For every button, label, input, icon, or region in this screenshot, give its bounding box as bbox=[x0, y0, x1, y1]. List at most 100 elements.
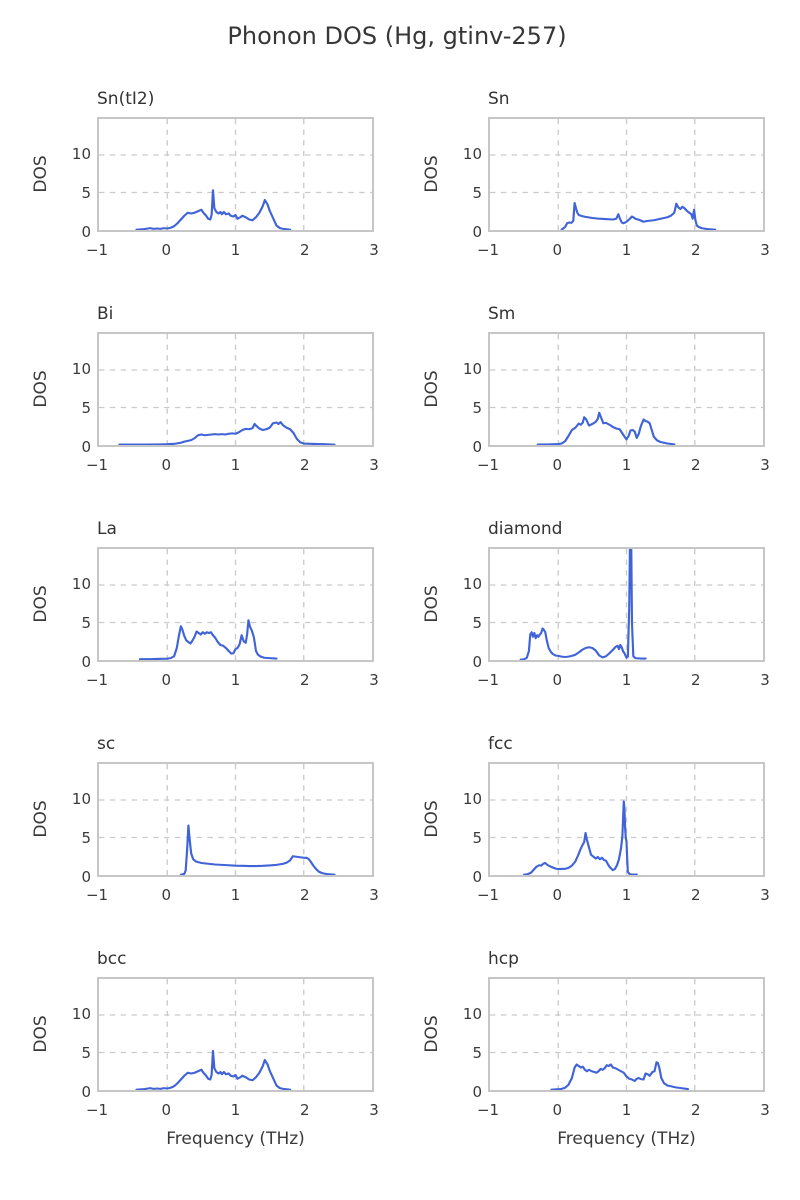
plot-area bbox=[488, 547, 765, 662]
x-tick-label: 2 bbox=[690, 456, 701, 474]
dos-curve bbox=[135, 189, 292, 230]
x-tick-label: −1 bbox=[85, 456, 109, 474]
dos-curve bbox=[138, 619, 278, 660]
plot-area bbox=[97, 977, 374, 1092]
y-tick-label: 5 bbox=[472, 614, 482, 633]
dos-curve bbox=[179, 824, 336, 875]
y-tick-label: 0 bbox=[81, 223, 91, 241]
y-tick-label: 10 bbox=[462, 575, 482, 594]
y-axis-label: DOS bbox=[31, 1015, 51, 1053]
x-tick-label: 1 bbox=[230, 241, 241, 259]
y-axis-label: DOS bbox=[422, 155, 442, 193]
x-tick-label: 1 bbox=[621, 886, 632, 904]
x-tick-label: −1 bbox=[476, 456, 500, 474]
x-tick-label: 0 bbox=[161, 671, 172, 689]
plot-area bbox=[488, 117, 765, 232]
x-tick-label: 3 bbox=[369, 671, 379, 689]
y-tick-label: 5 bbox=[472, 1044, 482, 1063]
y-tick-label: 0 bbox=[472, 868, 482, 886]
plot-area bbox=[97, 117, 374, 232]
x-tick-label: 1 bbox=[621, 456, 632, 474]
y-axis-label: DOS bbox=[422, 1015, 442, 1053]
y-tick-label: 10 bbox=[71, 360, 91, 379]
subplot-title: sc bbox=[97, 734, 116, 754]
y-tick-label: 10 bbox=[462, 790, 482, 809]
x-tick-label: 0 bbox=[161, 886, 172, 904]
x-tick-label: 3 bbox=[760, 671, 770, 689]
x-tick-label: 2 bbox=[299, 456, 310, 474]
subplot-title: hcp bbox=[488, 949, 519, 969]
x-tick-label: 0 bbox=[552, 886, 563, 904]
y-tick-label: 10 bbox=[462, 145, 482, 164]
x-tick-label: 2 bbox=[299, 241, 310, 259]
x-tick-label: 1 bbox=[230, 671, 241, 689]
y-tick-label: 5 bbox=[81, 399, 91, 418]
y-tick-label: 0 bbox=[81, 653, 91, 671]
plot-area bbox=[97, 547, 374, 662]
y-axis-label: DOS bbox=[31, 585, 51, 623]
x-tick-label: −1 bbox=[85, 671, 109, 689]
y-tick-label: 0 bbox=[472, 653, 482, 671]
x-tick-label: −1 bbox=[85, 1101, 109, 1119]
y-tick-label: 5 bbox=[472, 184, 482, 203]
dos-curve bbox=[519, 549, 647, 660]
subplot-title: Sm bbox=[488, 304, 516, 324]
y-axis-label: DOS bbox=[422, 585, 442, 623]
subplot-title: Sn bbox=[488, 89, 510, 109]
x-tick-label: 0 bbox=[161, 1101, 172, 1119]
dos-curve bbox=[523, 800, 638, 875]
x-tick-label: 3 bbox=[760, 1101, 770, 1119]
figure-title: Phonon DOS (Hg, gtinv-257) bbox=[227, 22, 567, 50]
plot-area bbox=[488, 977, 765, 1092]
x-tick-label: 3 bbox=[760, 241, 770, 259]
x-tick-label: 0 bbox=[161, 241, 172, 259]
y-tick-label: 5 bbox=[81, 829, 91, 848]
x-tick-label: −1 bbox=[85, 886, 109, 904]
x-tick-label: 1 bbox=[230, 886, 241, 904]
y-tick-label: 10 bbox=[71, 575, 91, 594]
x-tick-label: 0 bbox=[552, 671, 563, 689]
dos-curve bbox=[550, 1061, 690, 1090]
y-tick-label: 0 bbox=[81, 1083, 91, 1101]
y-tick-label: 10 bbox=[462, 360, 482, 379]
x-tick-label: 0 bbox=[552, 1101, 563, 1119]
x-tick-label: −1 bbox=[476, 1101, 500, 1119]
y-tick-label: 10 bbox=[71, 1005, 91, 1024]
dos-curve bbox=[135, 1049, 292, 1090]
y-axis-label: DOS bbox=[422, 370, 442, 408]
dos-curve bbox=[560, 201, 717, 230]
subplot-title: fcc bbox=[488, 734, 513, 754]
x-tick-label: 1 bbox=[621, 1101, 632, 1119]
subplot: bcc DOS Frequency (THz) 0 5 10 −1 0 1 2 3 bbox=[11, 945, 402, 1190]
y-tick-label: 5 bbox=[472, 829, 482, 848]
x-tick-label: −1 bbox=[476, 241, 500, 259]
x-tick-label: 1 bbox=[621, 241, 632, 259]
x-tick-label: 2 bbox=[690, 886, 701, 904]
y-axis-label: DOS bbox=[422, 800, 442, 838]
y-tick-label: 10 bbox=[71, 790, 91, 809]
x-tick-label: −1 bbox=[85, 241, 109, 259]
plot-area bbox=[488, 762, 765, 877]
x-tick-label: 3 bbox=[760, 886, 770, 904]
dos-curve bbox=[118, 421, 336, 445]
x-tick-label: 3 bbox=[760, 456, 770, 474]
y-tick-label: 5 bbox=[472, 399, 482, 418]
x-tick-label: −1 bbox=[476, 886, 500, 904]
x-tick-label: 3 bbox=[369, 456, 379, 474]
y-tick-label: 5 bbox=[81, 614, 91, 633]
x-tick-label: 1 bbox=[621, 671, 632, 689]
plot-area bbox=[97, 762, 374, 877]
y-tick-label: 0 bbox=[472, 1083, 482, 1101]
y-axis-label: DOS bbox=[31, 800, 51, 838]
subplot: hcp DOS Frequency (THz) 0 5 10 −1 0 1 2 3 bbox=[402, 945, 793, 1190]
y-tick-label: 5 bbox=[81, 1044, 91, 1063]
x-tick-label: 1 bbox=[230, 456, 241, 474]
x-tick-label: 2 bbox=[690, 241, 701, 259]
x-tick-label: 3 bbox=[369, 1101, 379, 1119]
